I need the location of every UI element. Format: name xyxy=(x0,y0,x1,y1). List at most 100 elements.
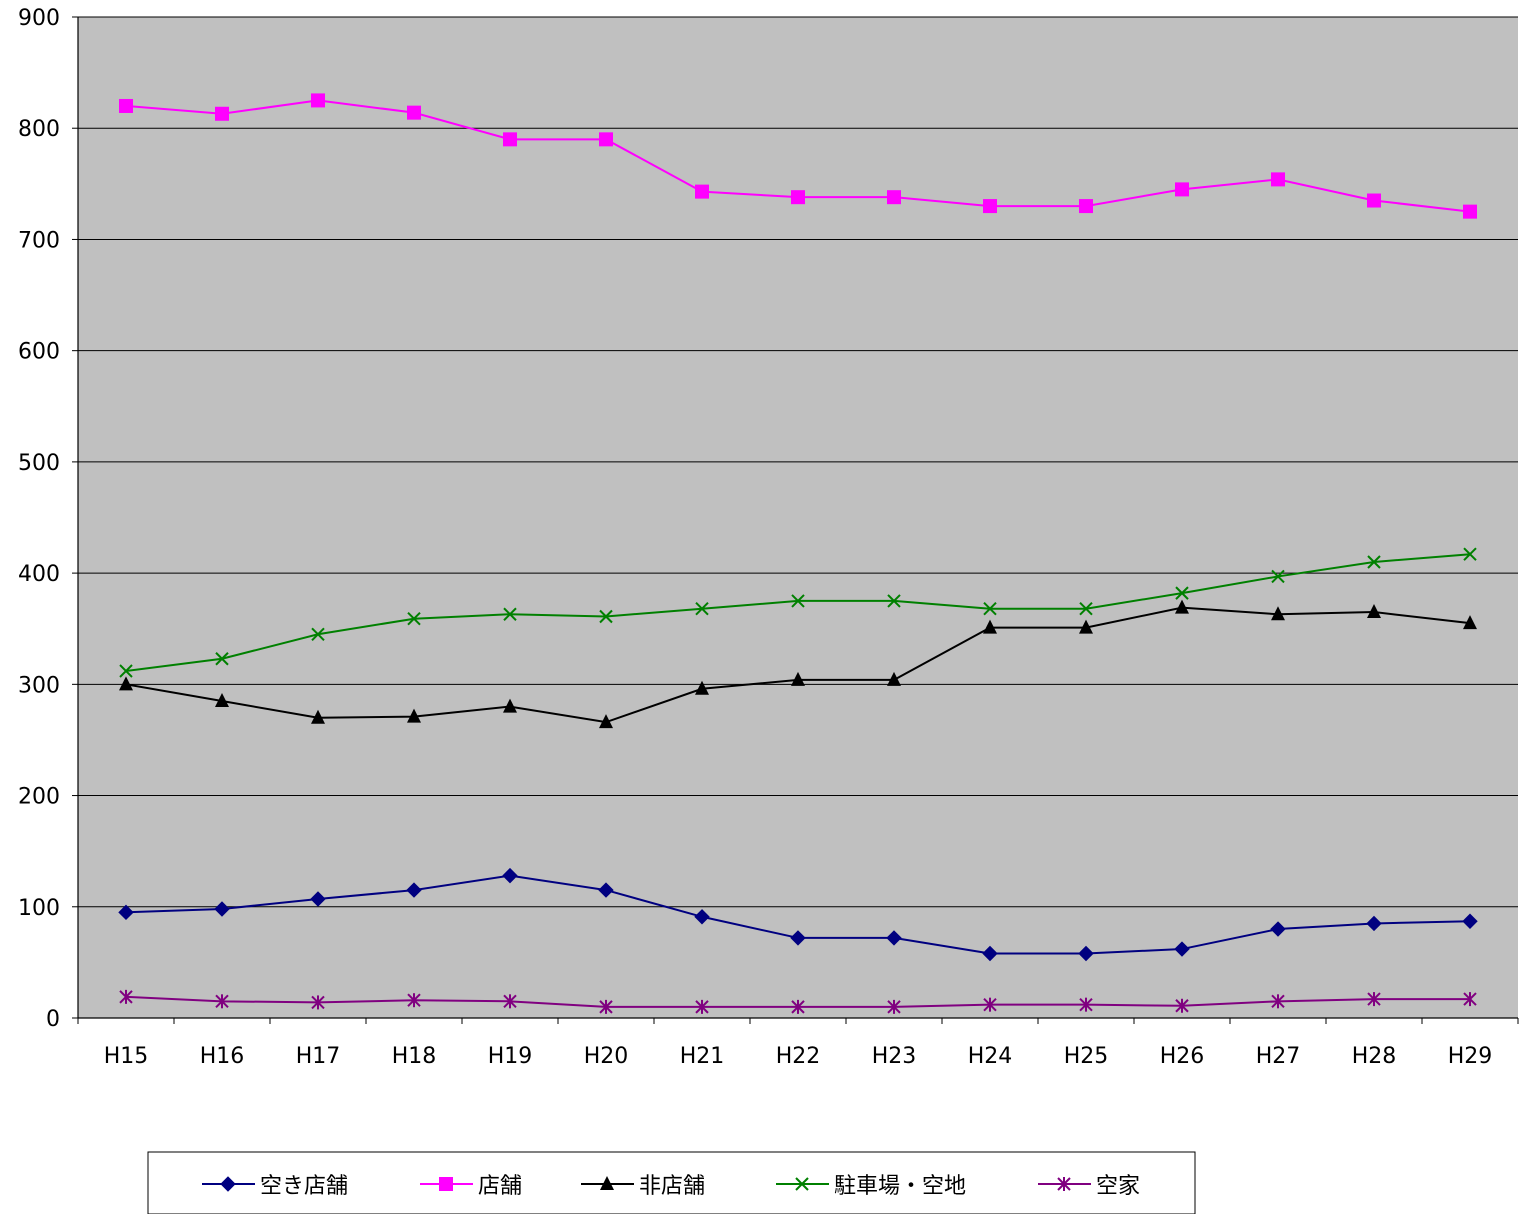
y-tick-label: 300 xyxy=(18,673,60,698)
data-point xyxy=(983,619,997,634)
x-tick-label: H29 xyxy=(1448,1044,1493,1069)
data-point xyxy=(119,676,133,691)
data-point xyxy=(118,904,134,921)
data-point xyxy=(503,994,517,1009)
data-point xyxy=(407,612,421,626)
data-point xyxy=(503,607,517,621)
data-point xyxy=(119,98,133,113)
data-point xyxy=(1366,915,1382,932)
data-point xyxy=(1079,997,1093,1012)
data-point xyxy=(311,627,325,641)
legend-label: 空き店舗 xyxy=(260,1174,348,1199)
data-point xyxy=(310,891,326,907)
legend-marker xyxy=(795,1177,809,1191)
data-point xyxy=(1271,994,1285,1009)
plot-area xyxy=(78,17,1518,1018)
data-point xyxy=(215,652,229,666)
legend-marker xyxy=(1057,1177,1071,1191)
data-point xyxy=(503,132,517,147)
data-point xyxy=(982,945,998,962)
series-2 xyxy=(119,93,1477,219)
legend-marker xyxy=(220,1176,236,1192)
data-point xyxy=(407,708,421,723)
data-point xyxy=(1462,913,1478,929)
x-tick-label: H23 xyxy=(872,1044,917,1069)
data-point xyxy=(695,999,709,1014)
data-point xyxy=(406,882,422,898)
x-tick-label: H15 xyxy=(104,1044,149,1069)
data-point xyxy=(215,693,229,708)
data-point xyxy=(1463,615,1477,630)
data-point xyxy=(1367,555,1381,569)
x-tick-label: H18 xyxy=(392,1044,437,1069)
x-tick-label: H20 xyxy=(584,1044,629,1069)
x-tick-label: H19 xyxy=(488,1044,533,1069)
data-point xyxy=(1175,182,1189,197)
y-tick-label: 500 xyxy=(18,451,60,476)
series-3 xyxy=(119,599,1477,729)
data-point xyxy=(119,989,133,1004)
data-point xyxy=(503,698,517,713)
data-point xyxy=(791,671,805,686)
data-point xyxy=(599,132,613,147)
legend-marker xyxy=(600,1176,614,1190)
y-tick-label: 400 xyxy=(18,562,60,587)
y-tick-label: 700 xyxy=(18,228,60,253)
legend-label: 店舗 xyxy=(478,1174,522,1199)
legend-label: 非店舗 xyxy=(639,1174,705,1199)
data-point xyxy=(791,190,805,205)
data-point xyxy=(887,594,901,608)
data-point xyxy=(407,993,421,1008)
y-tick-label: 900 xyxy=(18,6,60,31)
x-tick-label: H17 xyxy=(296,1044,341,1069)
legend-item: 店舗 xyxy=(420,1174,522,1199)
legend-item: 駐車場・空地 xyxy=(776,1174,966,1199)
gridlines xyxy=(78,16,1518,908)
data-point xyxy=(1367,992,1381,1007)
data-point xyxy=(1270,921,1286,937)
data-point xyxy=(1079,199,1093,214)
series-5 xyxy=(119,989,1477,1014)
legend-item: 非店舗 xyxy=(581,1174,705,1199)
legend-item: 空家 xyxy=(1038,1174,1140,1199)
data-point xyxy=(695,184,709,199)
data-point xyxy=(790,930,806,946)
data-point xyxy=(214,901,230,917)
data-point xyxy=(311,995,325,1010)
data-point xyxy=(599,714,613,729)
data-point xyxy=(1079,619,1093,634)
series-4 xyxy=(119,547,1477,678)
data-point xyxy=(1271,606,1285,621)
data-point xyxy=(599,999,613,1014)
data-point xyxy=(1367,193,1381,208)
data-point xyxy=(1271,569,1285,584)
data-point xyxy=(1175,599,1189,614)
data-point xyxy=(1079,601,1093,616)
data-point xyxy=(887,999,901,1014)
data-point xyxy=(1367,604,1381,619)
legend-box xyxy=(147,1151,1196,1215)
data-point xyxy=(1463,547,1477,561)
x-tick-label: H27 xyxy=(1256,1044,1301,1069)
data-point xyxy=(119,664,133,678)
y-tick-label: 0 xyxy=(46,1007,60,1032)
data-point xyxy=(694,909,710,925)
x-tick-label: H25 xyxy=(1064,1044,1109,1069)
legend-marker xyxy=(439,1177,453,1191)
x-tick-label: H24 xyxy=(968,1044,1013,1069)
y-tick-label: 200 xyxy=(18,785,60,810)
data-point xyxy=(215,106,229,121)
data-point xyxy=(983,199,997,214)
data-point xyxy=(311,709,325,724)
x-tick-label: H22 xyxy=(776,1044,821,1069)
data-point xyxy=(983,997,997,1012)
data-point xyxy=(887,671,901,686)
data-point xyxy=(1271,172,1285,187)
data-point xyxy=(695,680,709,695)
data-point xyxy=(1174,941,1190,957)
data-point xyxy=(983,601,997,616)
data-point xyxy=(311,93,325,108)
data-point xyxy=(598,882,614,898)
data-point xyxy=(1175,586,1189,600)
